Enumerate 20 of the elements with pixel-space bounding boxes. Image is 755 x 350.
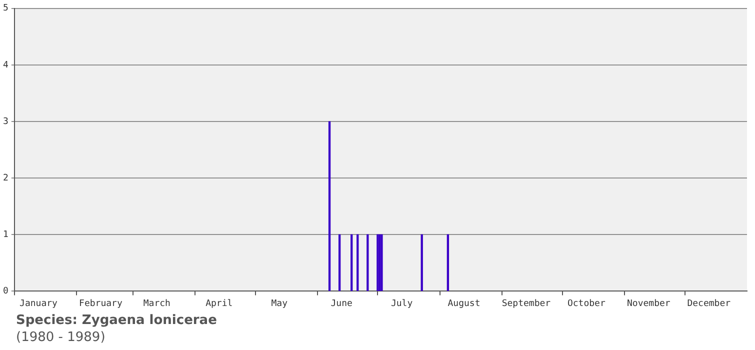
y-tick-label: 4: [2, 60, 8, 70]
x-tick-label: November: [626, 298, 671, 309]
x-tick-label: August: [448, 298, 480, 309]
x-tick-label: September: [502, 298, 552, 309]
x-tick-label: July: [390, 298, 414, 309]
x-tick-label: October: [567, 298, 606, 309]
x-tick-label: April: [206, 298, 233, 309]
y-tick-label: 1: [2, 230, 8, 240]
y-tick-label: 3: [2, 116, 8, 127]
x-tick-label: May: [271, 298, 288, 309]
text: Species: Zygaena lonicerae: [16, 312, 217, 329]
y-tick-label: 0: [2, 286, 8, 297]
x-tick-label: June: [330, 298, 352, 309]
x-tick-label: March: [143, 298, 170, 309]
x-tick-label: December: [687, 298, 732, 309]
x-tick-label: February: [79, 298, 123, 309]
y-tick-label: 5: [2, 4, 8, 14]
x-tick-label: January: [20, 298, 58, 309]
y-tick-label: 2: [2, 173, 8, 184]
text: (1980 - 1989): [16, 329, 106, 346]
